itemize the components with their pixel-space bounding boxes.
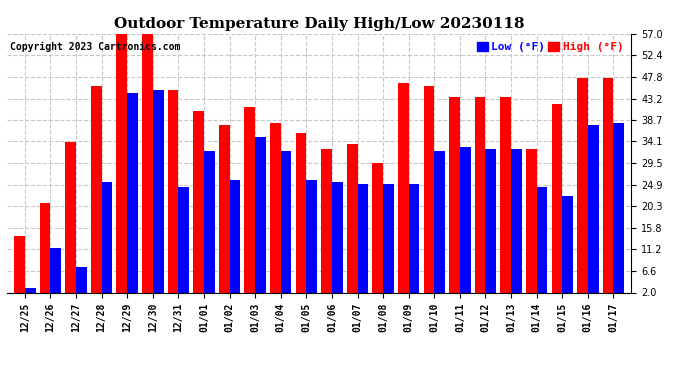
Text: Copyright 2023 Cartronics.com: Copyright 2023 Cartronics.com [10,42,180,51]
Legend: Low (°F), High (°F): Low (°F), High (°F) [475,39,626,54]
Bar [91,86,101,302]
Bar [588,126,599,302]
Bar [66,142,76,302]
Bar [577,78,588,302]
Bar [281,152,291,302]
Bar [179,187,189,302]
Bar [434,152,445,302]
Bar [602,78,613,302]
Bar [332,182,343,302]
Bar [551,104,562,302]
Bar [127,93,138,302]
Bar [244,106,255,302]
Bar [306,180,317,302]
Bar [39,203,50,302]
Bar [500,97,511,302]
Bar [117,34,127,302]
Bar [321,149,332,302]
Bar [193,111,204,302]
Bar [230,180,240,302]
Bar [537,187,547,302]
Bar [142,34,152,302]
Bar [101,182,112,302]
Bar [204,152,215,302]
Bar [50,248,61,302]
Bar [562,196,573,302]
Bar [76,267,87,302]
Bar [613,123,624,302]
Bar [357,184,368,302]
Bar [168,90,179,302]
Bar [398,83,408,302]
Bar [475,97,486,302]
Bar [511,149,522,302]
Bar [424,86,434,302]
Bar [383,184,394,302]
Bar [255,137,266,302]
Bar [486,149,496,302]
Bar [219,126,230,302]
Bar [295,132,306,302]
Bar [152,90,164,302]
Bar [347,144,357,302]
Bar [270,123,281,302]
Bar [373,163,383,302]
Bar [526,149,537,302]
Title: Outdoor Temperature Daily High/Low 20230118: Outdoor Temperature Daily High/Low 20230… [114,17,524,31]
Bar [408,184,420,302]
Bar [25,288,36,302]
Bar [449,97,460,302]
Bar [460,147,471,302]
Bar [14,236,25,302]
